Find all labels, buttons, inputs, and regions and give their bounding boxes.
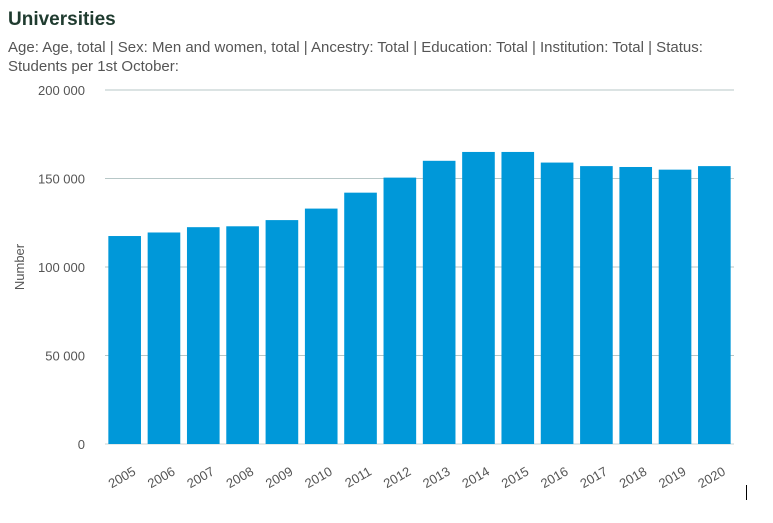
bar-2017[interactable]	[580, 166, 613, 445]
x-tick-label: 2005	[106, 464, 139, 491]
x-tick-label: 2009	[263, 464, 296, 491]
x-tick-label: 2008	[224, 464, 257, 491]
y-axis-tick-labels: 0 50 000 100 000 150 000 200 000	[38, 83, 85, 452]
x-tick-label: 2006	[145, 464, 178, 491]
x-tick-label: 2016	[538, 464, 571, 491]
y-tick-label: 150 000	[38, 172, 85, 187]
y-tick-label: 100 000	[38, 260, 85, 275]
bars	[108, 151, 731, 445]
x-tick-label: 2018	[617, 464, 650, 491]
bar-2010[interactable]	[304, 208, 338, 444]
x-tick-label: 2010	[302, 464, 335, 491]
x-tick-label: 2015	[499, 464, 532, 491]
bar-2008[interactable]	[226, 226, 259, 444]
bar-2006[interactable]	[147, 232, 181, 444]
y-axis-label: Number	[12, 243, 27, 290]
bar-2011[interactable]	[344, 192, 377, 444]
text-cursor	[746, 485, 747, 500]
x-tick-label: 2020	[695, 464, 728, 491]
bar-2016[interactable]	[540, 162, 574, 444]
bar-2012[interactable]	[383, 177, 417, 445]
y-tick-label: 0	[78, 437, 85, 452]
bar-2015[interactable]	[501, 151, 535, 444]
x-tick-label: 2013	[420, 464, 453, 491]
bar-2009[interactable]	[265, 220, 299, 444]
bar-2007[interactable]	[186, 227, 220, 444]
bar-2005[interactable]	[108, 236, 141, 444]
x-tick-label: 2014	[459, 464, 492, 491]
x-axis-tick-labels: 2005 2006 2007 2008 2009 2010 2011 2012 2013 2014…	[106, 464, 728, 491]
x-tick-label: 2007	[184, 464, 217, 491]
bar-2018[interactable]	[619, 166, 653, 444]
bar-2020[interactable]	[698, 166, 731, 445]
chart-title: Universities	[8, 9, 116, 30]
y-tick-label: 50 000	[45, 349, 85, 364]
x-tick-label: 2017	[577, 464, 610, 491]
bar-2013[interactable]	[422, 160, 456, 445]
chart-subtitle: Age: Age, total | Sex: Men and women, to…	[8, 39, 703, 75]
x-tick-label: 2012	[381, 464, 414, 491]
x-tick-label: 2019	[656, 464, 689, 491]
y-tick-label: 200 000	[38, 83, 85, 98]
x-tick-label: 2011	[342, 464, 374, 491]
bar-2019[interactable]	[658, 169, 692, 444]
bar-2014[interactable]	[462, 151, 495, 444]
